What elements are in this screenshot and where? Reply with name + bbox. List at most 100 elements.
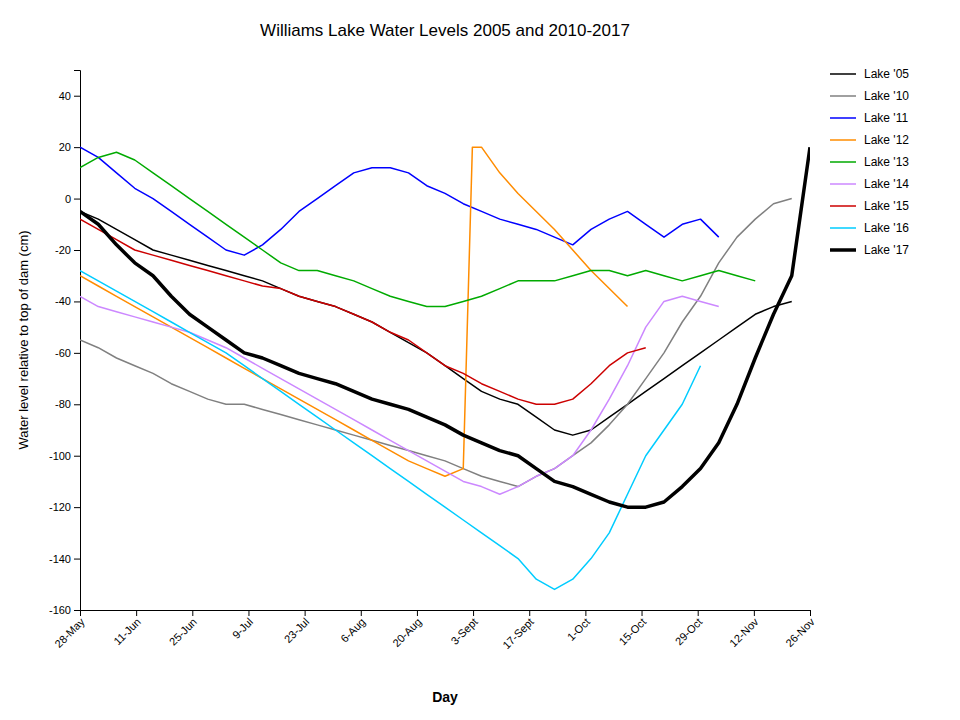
y-tick-label: -40 — [55, 295, 71, 307]
legend-item: Lake '15 — [830, 199, 909, 213]
y-tick: -100 — [49, 450, 80, 462]
series-line — [80, 296, 719, 494]
title: Williams Lake Water Levels 2005 and 2010… — [260, 21, 630, 40]
y-tick: -140 — [49, 553, 80, 565]
legend-item: Lake '16 — [830, 221, 909, 235]
x-tick: 12-Nov — [727, 610, 761, 649]
legend-item: Lake '13 — [830, 155, 909, 169]
legend-label: Lake '14 — [864, 177, 909, 191]
legend-swatch — [830, 117, 856, 119]
y-tick-mark — [74, 353, 80, 354]
series-line — [80, 199, 792, 487]
y-axis-line — [74, 71, 81, 611]
y-axis: 40 20 0 -20 -40 -60 -80 -100 -120 -140 -160 — [49, 71, 81, 617]
x-tick: 3-Sept — [448, 610, 479, 647]
y-tick: -80 — [55, 398, 80, 410]
x-tick-mark — [248, 610, 249, 616]
legend-item: Lake '10 — [830, 89, 909, 103]
x-axis-title: Day — [432, 689, 458, 705]
series-lines — [80, 147, 810, 589]
legend-label: Lake '13 — [864, 155, 909, 169]
x-tick-label: 20-Aug — [390, 616, 424, 650]
x-tick-label: 3-Sept — [448, 616, 479, 647]
x-tick-mark — [529, 610, 530, 616]
legend-item: Lake '12 — [830, 133, 909, 147]
x-tick-mark — [754, 610, 755, 616]
legend-swatch — [830, 183, 856, 185]
y-axis-title: Water level relative to top of dam (cm) — [16, 230, 31, 449]
y-tick-mark — [74, 96, 80, 97]
y-tick: -120 — [49, 501, 80, 513]
legend-swatch — [830, 95, 856, 97]
legend-item: Lake '17 — [830, 243, 909, 257]
y-tick-mark — [74, 456, 80, 457]
series-line — [80, 152, 755, 306]
y-tick: -20 — [55, 244, 80, 256]
x-tick-label: 23-Jul — [282, 616, 312, 646]
x-tick-label: 25-Jun — [167, 616, 199, 648]
y-tick-mark — [74, 147, 80, 148]
y-tick-mark — [74, 199, 80, 200]
legend-label: Lake '12 — [864, 133, 909, 147]
x-tick: 15-Oct — [616, 610, 648, 647]
x-tick: 17-Sept — [500, 610, 536, 651]
legend-label: Lake '05 — [864, 67, 909, 81]
legend-swatch — [830, 139, 856, 141]
x-tick-mark — [810, 610, 811, 616]
x-axis: 28-May11-Jun25-Jun9-Jul23-Jul6-Aug20-Aug… — [52, 610, 817, 651]
legend-item: Lake '11 — [830, 111, 908, 125]
legend-item: Lake '05 — [830, 67, 909, 81]
y-tick: 0 — [65, 193, 80, 205]
legend-swatch — [830, 227, 856, 229]
x-tick-mark — [473, 610, 474, 616]
y-tick-mark — [74, 507, 80, 508]
y-tick: -160 — [49, 604, 80, 616]
series-line — [80, 147, 628, 476]
x-tick-label: 12-Nov — [727, 615, 761, 649]
x-tick-label: 1-Oct — [565, 616, 593, 644]
series-line — [80, 147, 719, 255]
x-tick-mark — [417, 610, 418, 616]
y-tick-label: -100 — [49, 450, 71, 462]
x-tick-mark — [136, 610, 137, 616]
y-tick: -40 — [55, 295, 80, 307]
legend-swatch — [830, 73, 856, 75]
x-tick-mark — [642, 610, 643, 616]
x-tick: 29-Oct — [673, 610, 705, 647]
y-tick: -60 — [55, 347, 80, 359]
y-tick-label: 40 — [59, 90, 71, 102]
y-tick-label: -20 — [55, 244, 71, 256]
x-tick-label: 11-Jun — [111, 616, 143, 648]
y-tick-label: 0 — [65, 193, 71, 205]
legend-swatch — [830, 248, 856, 252]
series-line — [80, 211, 792, 435]
x-tick-mark — [192, 610, 193, 616]
y-tick-mark — [74, 404, 80, 405]
legend-label: Lake '15 — [864, 199, 909, 213]
legend-label: Lake '10 — [864, 89, 909, 103]
y-tick-label: -60 — [55, 347, 71, 359]
x-tick-label: 17-Sept — [500, 616, 536, 652]
plot: 28-May11-Jun25-Jun9-Jul23-Jul6-Aug20-Aug… — [49, 71, 817, 652]
legend: Lake '05 Lake '10 Lake '11 Lake '12 Lake '13… — [830, 67, 909, 257]
x-tick: 1-Oct — [565, 610, 593, 643]
x-tick-label: 15-Oct — [616, 616, 648, 648]
legend-swatch — [830, 205, 856, 207]
series-line — [80, 219, 646, 404]
chart: 28-May11-Jun25-Jun9-Jul23-Jul6-Aug20-Aug… — [0, 0, 960, 720]
x-tick-label: 29-Oct — [673, 616, 705, 648]
y-tick-label: 20 — [59, 141, 71, 153]
y-tick-mark — [74, 250, 80, 251]
series-line — [80, 147, 810, 507]
series-line — [80, 271, 701, 590]
x-tick: 26-Nov — [783, 610, 817, 649]
x-tick: 25-Jun — [167, 610, 199, 648]
y-tick: 40 — [59, 90, 80, 102]
x-tick: 9-Jul — [230, 610, 255, 641]
x-tick-mark — [698, 610, 699, 616]
x-tick-mark — [361, 610, 362, 616]
legend-label: Lake '17 — [864, 243, 909, 257]
y-tick-label: -160 — [49, 604, 71, 616]
legend-swatch — [830, 161, 856, 163]
x-tick-label: 9-Jul — [230, 616, 255, 641]
